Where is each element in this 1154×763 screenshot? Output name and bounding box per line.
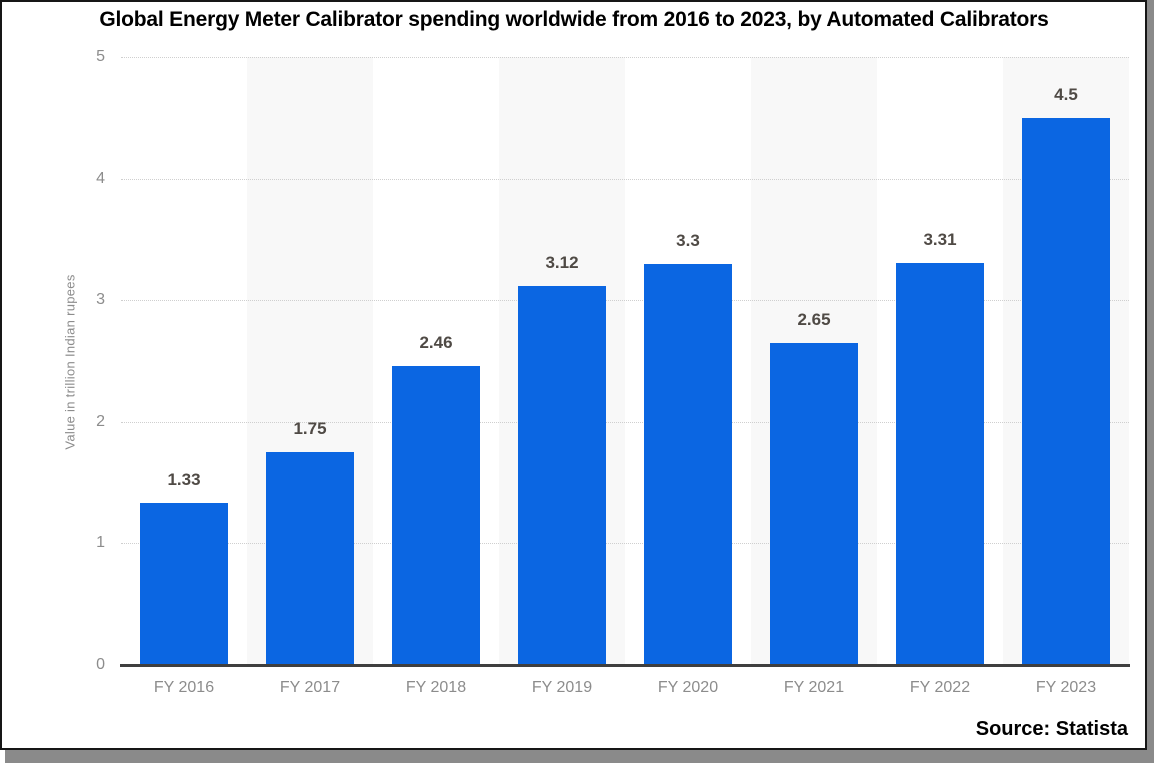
bar-value-label: 1.75 (293, 419, 327, 438)
y-tick-label: 2 (96, 413, 105, 430)
x-tick-label: FY 2016 (153, 679, 215, 696)
x-tick-label: FY 2023 (1035, 679, 1097, 696)
bar (644, 264, 732, 665)
x-tick-label: FY 2019 (531, 679, 593, 696)
x-tick-label: FY 2018 (405, 679, 467, 696)
y-tick-label: 5 (96, 48, 105, 65)
frame-shadow-right (1147, 0, 1154, 763)
bar (896, 263, 984, 665)
y-tick-label: 4 (96, 170, 105, 187)
gridline (121, 300, 1129, 301)
bar (266, 452, 354, 665)
bar (392, 366, 480, 665)
bar-value-label: 2.46 (419, 333, 453, 352)
plot-area: 0 1 2 3 4 5 1.33 FY 2016 1.75 FY 2017 2.46 FY 2018 3… (96, 48, 1130, 696)
bar-value-label: 3.31 (923, 230, 957, 249)
y-tick-label: 3 (96, 291, 105, 308)
y-tick-label: 1 (96, 534, 105, 551)
bar-value-label: 4.5 (1054, 85, 1078, 104)
x-tick-label: FY 2022 (909, 679, 971, 696)
frame-shadow-bottom (5, 750, 1147, 763)
x-axis-line (120, 664, 1130, 667)
x-tick-label: FY 2021 (783, 679, 845, 696)
bar-value-label: 2.65 (797, 310, 831, 329)
bar (140, 503, 228, 665)
source-note: Source: Statista (975, 718, 1128, 740)
gridline (121, 179, 1129, 180)
bar (770, 343, 858, 665)
bar-value-label: 3.12 (545, 253, 579, 272)
x-tick-label: FY 2020 (657, 679, 719, 696)
gridline (121, 57, 1129, 58)
gridline (121, 543, 1129, 544)
gridline (121, 422, 1129, 423)
bar-value-label: 1.33 (167, 470, 201, 489)
bar (1022, 118, 1110, 665)
bar (518, 286, 606, 665)
y-tick-label: 0 (96, 656, 105, 673)
x-tick-label: FY 2017 (279, 679, 341, 696)
chart-title: Global Energy Meter Calibrator spending … (99, 8, 1049, 31)
bar-value-label: 3.3 (676, 231, 700, 250)
